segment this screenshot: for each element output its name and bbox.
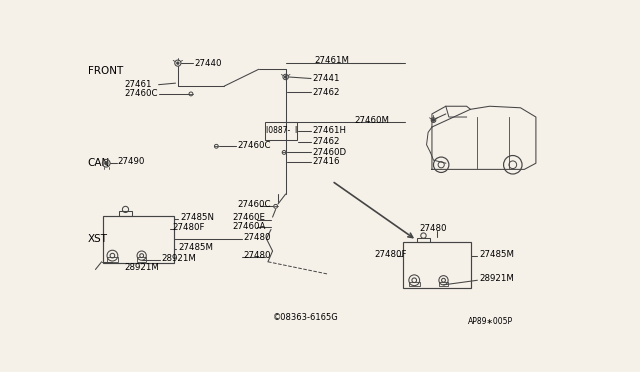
Text: CAN: CAN [88, 158, 110, 168]
Bar [118, 211, 132, 216]
Circle shape [105, 162, 108, 165]
Text: 27460C: 27460C [124, 89, 157, 99]
Text: I0887-  I: I0887- I [266, 126, 298, 135]
Text: ©08363-6165G: ©08363-6165G [273, 313, 339, 322]
Text: 27460D: 27460D [312, 148, 347, 157]
Text: 27480F: 27480F [374, 250, 406, 259]
Text: 27480: 27480 [243, 232, 271, 242]
Text: 27485M: 27485M [479, 250, 514, 259]
Text: 27485N: 27485N [180, 213, 214, 222]
Text: 27460C: 27460C [237, 141, 271, 150]
Text: 27462: 27462 [312, 137, 340, 146]
Text: 27461H: 27461H [312, 126, 347, 135]
Text: 27460M: 27460M [354, 116, 389, 125]
Text: 28921M: 28921M [479, 274, 514, 283]
Bar [103, 216, 174, 263]
Text: XST: XST [88, 234, 108, 244]
Bar [107, 257, 118, 262]
Circle shape [285, 76, 287, 78]
Text: 27480: 27480 [419, 224, 446, 233]
Circle shape [433, 119, 435, 121]
Text: 27460C: 27460C [237, 199, 271, 209]
Text: 27480: 27480 [243, 251, 271, 260]
Text: AP89∗005P: AP89∗005P [468, 317, 513, 326]
Bar [265, 122, 297, 140]
Text: 27462: 27462 [312, 88, 340, 97]
Text: 27490: 27490 [118, 157, 145, 166]
Circle shape [177, 62, 179, 64]
Text: 27440: 27440 [195, 59, 222, 68]
Text: 27441: 27441 [312, 74, 340, 83]
Bar [417, 238, 429, 242]
Text: 27461M: 27461M [314, 55, 349, 64]
Text: 27485M: 27485M [179, 243, 214, 253]
Bar [409, 282, 420, 286]
Text: 27461: 27461 [124, 80, 152, 89]
Text: FRONT: FRONT [88, 66, 123, 76]
Text: 27460A: 27460A [232, 222, 266, 231]
Bar [439, 282, 448, 286]
Text: 27480F: 27480F [172, 224, 205, 232]
Text: 28921M: 28921M [125, 263, 159, 272]
Text: 27416: 27416 [312, 157, 340, 166]
Text: 27460E: 27460E [232, 214, 266, 222]
Bar [403, 242, 471, 288]
Bar [137, 257, 147, 262]
Text: 28921M: 28921M [162, 254, 196, 263]
